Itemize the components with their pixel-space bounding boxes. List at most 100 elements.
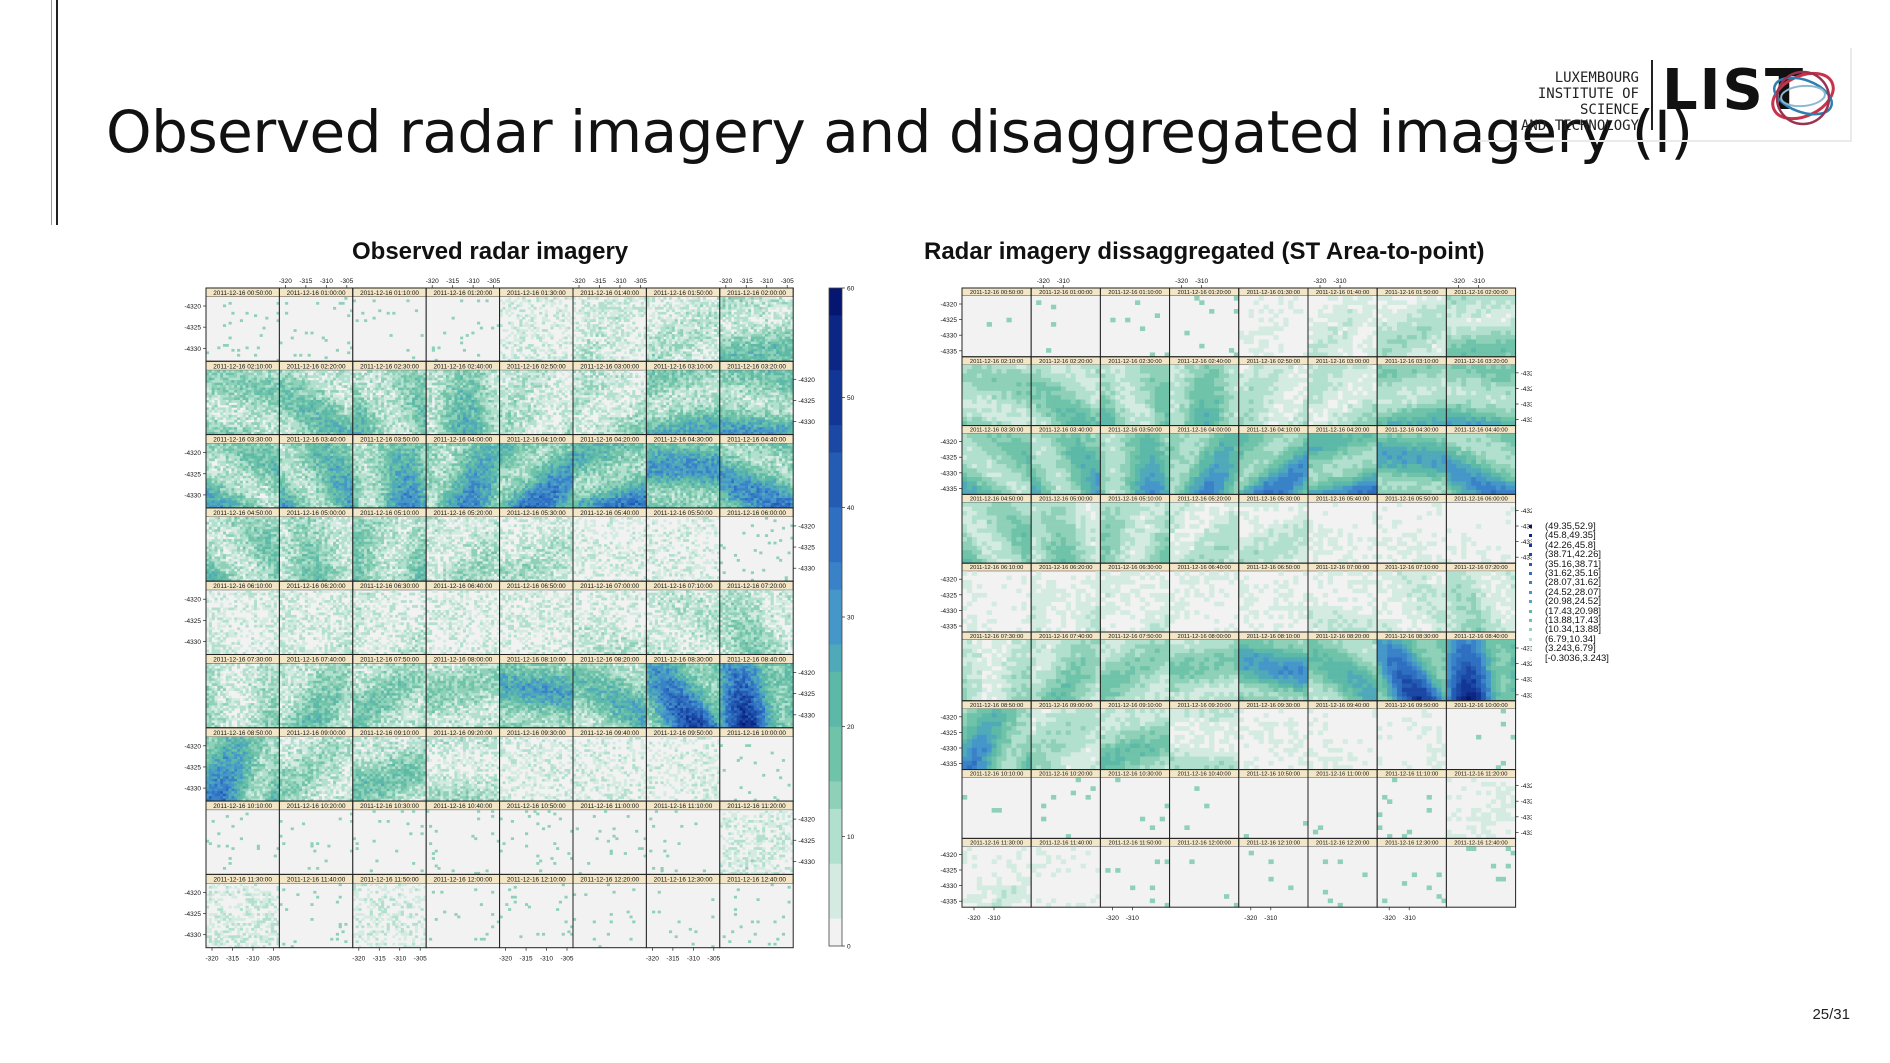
heatmap-cell	[643, 309, 647, 313]
heatmap-cell	[705, 304, 709, 308]
heatmap-cell	[279, 412, 283, 416]
heatmap-cell	[691, 336, 695, 340]
heatmap-cell	[251, 382, 255, 386]
heatmap-cell	[273, 392, 277, 396]
heatmap-cell	[214, 407, 218, 411]
heatmap-cell	[683, 356, 687, 360]
heatmap-cell	[522, 339, 526, 342]
heatmap-cell	[437, 414, 441, 418]
heatmap-cell	[767, 341, 771, 345]
heatmap-cell	[395, 370, 399, 374]
heatmap-cell	[762, 299, 766, 303]
heatmap-cell	[725, 321, 729, 325]
heatmap-cell	[296, 432, 300, 435]
heatmap-cell	[206, 429, 210, 433]
heatmap-cell	[578, 346, 582, 350]
heatmap-cell	[222, 409, 227, 413]
heatmap-cell	[285, 409, 289, 413]
heatmap-cell	[400, 402, 404, 406]
heatmap-cell	[663, 331, 667, 335]
heatmap-cell	[231, 385, 235, 388]
heatmap-cell	[395, 417, 399, 421]
heatmap-cell	[316, 301, 320, 305]
heatmap-cell	[231, 424, 235, 428]
heatmap-cell	[674, 299, 678, 303]
heatmap-cell	[375, 407, 379, 411]
heatmap-cell	[623, 311, 627, 315]
list-logo: LUXEMBOURG INSTITUTE OF SCIENCE AND TECH…	[1478, 48, 1852, 142]
heatmap-cell	[287, 382, 291, 386]
heatmap-cell	[753, 297, 757, 300]
heatmap-cell	[253, 404, 258, 408]
heatmap-cell	[493, 419, 498, 423]
heatmap-cell	[462, 407, 467, 411]
heatmap-cell	[355, 424, 359, 428]
heatmap-cell	[296, 377, 300, 381]
heatmap-cell	[677, 329, 681, 332]
heatmap-cell	[680, 301, 684, 305]
heatmap-cell	[477, 427, 481, 430]
heatmap-cell	[440, 407, 444, 411]
heatmap-cell	[488, 429, 492, 433]
heatmap-cell	[307, 404, 311, 408]
heatmap-cell	[750, 358, 754, 362]
heatmap-cell	[663, 341, 667, 345]
heatmap-cell	[310, 402, 314, 406]
heatmap-cell	[381, 429, 385, 433]
heatmap-cell	[536, 358, 540, 362]
heatmap-cell	[533, 348, 537, 352]
heatmap-cell	[635, 336, 639, 340]
heatmap-cell	[383, 399, 387, 403]
heatmap-cell	[745, 326, 749, 330]
panel-label: 2011-12-16 03:00:00	[580, 363, 639, 370]
heatmap-cell	[700, 331, 704, 335]
heatmap-cell	[685, 299, 690, 303]
heatmap-cell	[680, 331, 684, 335]
heatmap-cell	[756, 324, 760, 327]
heatmap-cell	[493, 402, 498, 406]
heatmap-cell	[668, 314, 673, 318]
heatmap-cell	[564, 306, 568, 310]
heatmap-cell	[276, 392, 280, 396]
heatmap-cell	[592, 358, 596, 362]
heatmap-cell	[652, 356, 656, 360]
heatmap-cell	[530, 414, 534, 418]
heatmap-cell	[327, 399, 331, 403]
heatmap-cell	[253, 427, 258, 430]
slide-left-rule	[56, 0, 58, 225]
heatmap-cell	[330, 422, 334, 425]
heatmap-cell	[779, 348, 783, 352]
heatmap-cell	[451, 432, 455, 435]
heatmap-cell	[612, 358, 616, 362]
heatmap-cell	[496, 412, 500, 416]
heatmap-cell	[674, 334, 678, 337]
heatmap-cell	[564, 346, 568, 350]
heatmap-cell	[544, 311, 548, 315]
heatmap-cell	[383, 375, 387, 379]
heatmap-cell	[316, 404, 320, 408]
heatmap-cell	[293, 409, 297, 413]
heatmap-cell	[423, 399, 427, 403]
heatmap-cell	[753, 331, 757, 335]
heatmap-cell	[753, 353, 757, 357]
heatmap-cell	[606, 341, 610, 345]
heatmap-cell	[347, 377, 351, 381]
heatmap-cell	[750, 326, 754, 330]
heatmap-cell	[451, 409, 455, 413]
heatmap-cell	[253, 372, 258, 376]
heatmap-cell	[352, 395, 356, 398]
heatmap-cell	[567, 409, 571, 413]
heatmap-cell	[505, 336, 509, 340]
heatmap-cell	[338, 417, 342, 421]
heatmap-cell	[383, 432, 387, 435]
heatmap-cell	[575, 311, 579, 315]
heatmap-cell	[386, 422, 390, 425]
heatmap-cell	[677, 339, 681, 342]
heatmap-cell	[719, 324, 723, 327]
heatmap-cell	[722, 314, 726, 318]
heatmap-cell	[615, 348, 619, 352]
heatmap-cell	[508, 432, 512, 435]
heatmap-cell	[423, 370, 427, 374]
heatmap-cell	[443, 414, 447, 418]
heatmap-cell	[547, 370, 551, 374]
